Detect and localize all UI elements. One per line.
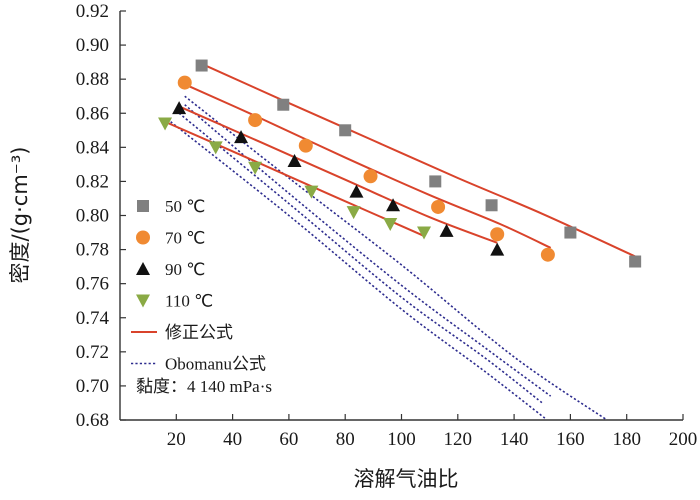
y-tick-label-5: 0.76 [76, 274, 109, 295]
legend-obomanu-label: Obomanu公式 [165, 355, 266, 374]
viscosity-annotation: 黏度：4 140 mPa·s [136, 377, 272, 396]
y-tick-label-8: 0.82 [76, 171, 109, 192]
y-tick-label-2: 0.70 [76, 376, 109, 397]
series-3-point-6 [439, 223, 454, 237]
legend-label-3: 90 ℃ [165, 260, 205, 279]
y-axis-title: 密度/(g·cm⁻³) [8, 147, 32, 284]
x-tick-label-3: 60 [279, 429, 298, 450]
series-2-point-7 [540, 247, 555, 262]
y-tick-label-12: 0.90 [76, 35, 109, 56]
series-2-point-1 [177, 75, 192, 90]
series-4-point-3 [248, 161, 263, 175]
series-2-point-2 [248, 113, 263, 128]
y-tick-label-11: 0.88 [76, 69, 109, 90]
series-1-point-4 [429, 175, 442, 188]
series-2-point-4 [363, 169, 378, 184]
series-1-point-6 [564, 226, 577, 239]
legend-label-4: 110 ℃ [165, 292, 213, 311]
series-4-point-2 [208, 141, 223, 155]
legend-marker-4 [136, 294, 150, 308]
legend-label-1: 50 ℃ [165, 197, 205, 216]
axes: 0.68 0.70 0.72 0.74 0.76 0.78 0.80 0.82 0.84 0.86… [76, 1, 698, 450]
series-4-point-1 [158, 117, 173, 131]
series-1-point-7 [629, 255, 642, 268]
legend-fit-label: 修正公式 [165, 323, 233, 342]
series-1-point-5 [485, 199, 498, 212]
series-1-point-3 [339, 124, 352, 137]
legend-label-2: 70 ℃ [165, 229, 205, 248]
series-3-point-2 [234, 130, 249, 144]
x-tick-label-9: 180 [612, 429, 641, 450]
x-tick-label-10: 200 [669, 429, 698, 450]
legend-marker-2 [136, 230, 150, 245]
series-2-point-5 [431, 199, 446, 214]
x-tick-label-6: 120 [444, 429, 473, 450]
series-3-point-1 [172, 101, 187, 115]
series-1-point-1 [195, 59, 208, 72]
series-4-point-4 [304, 185, 319, 199]
x-tick-label-1: 20 [167, 429, 186, 450]
y-tick-label-10: 0.86 [76, 103, 109, 124]
obomanu-curve-1 [184, 95, 608, 421]
y-tick-label-4: 0.74 [76, 308, 110, 329]
series-3-point-3 [287, 153, 302, 167]
y-tick-label-7: 0.80 [76, 206, 109, 227]
series-2-point-6 [490, 227, 505, 242]
legend: 50 ℃ 70 ℃ 90 ℃ 110 ℃ 修正公式 Obomanu公式 [131, 197, 266, 374]
x-tick-label-2: 40 [223, 429, 242, 450]
series-4-point-6 [383, 218, 398, 232]
y-tick-label-9: 0.84 [76, 137, 110, 158]
x-axis-title: 溶解气油比 [354, 467, 459, 491]
y-tick-label-3: 0.72 [76, 342, 109, 363]
fit-curve-2 [184, 83, 552, 249]
x-tick-label-7: 140 [500, 429, 529, 450]
legend-marker-3 [136, 262, 150, 275]
obomanu-curve-3 [178, 112, 543, 404]
y-tick-label-1: 0.68 [76, 410, 109, 431]
y-tick-label-6: 0.78 [76, 240, 109, 261]
y-tick-label-13: 0.92 [76, 1, 109, 22]
fit-curve-3 [178, 105, 498, 244]
legend-marker-1 [137, 200, 149, 212]
x-tick-label-8: 160 [556, 429, 585, 450]
series-3-point-7 [490, 242, 505, 256]
series-1-point-2 [277, 98, 290, 111]
x-tick-label-5: 100 [387, 429, 416, 450]
plot-area [158, 59, 642, 421]
series-3-point-5 [386, 198, 401, 212]
series-2-point-3 [298, 138, 313, 153]
obomanu-curve-4 [170, 121, 546, 419]
series-3-point-4 [349, 184, 364, 198]
series-4-point-7 [417, 226, 432, 240]
x-tick-label-4: 80 [336, 429, 355, 450]
series-4-point-5 [346, 206, 361, 220]
